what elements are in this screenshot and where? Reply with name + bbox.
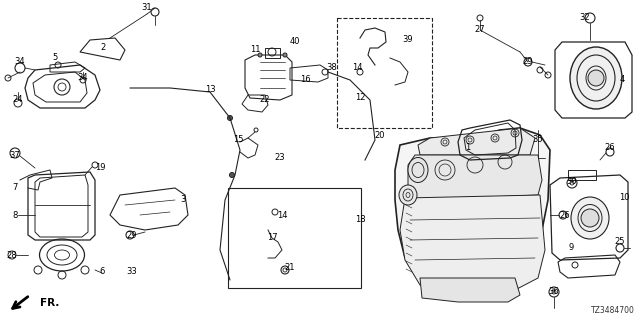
Ellipse shape — [408, 157, 428, 182]
Text: 34: 34 — [15, 58, 26, 67]
Text: 10: 10 — [619, 194, 629, 203]
Text: 16: 16 — [300, 76, 310, 84]
Text: 26: 26 — [605, 143, 615, 153]
Text: 33: 33 — [127, 268, 138, 276]
Text: 18: 18 — [355, 215, 365, 225]
Text: 14: 14 — [352, 63, 362, 73]
Text: 4: 4 — [620, 76, 625, 84]
Polygon shape — [408, 155, 542, 200]
Text: 36: 36 — [548, 287, 559, 297]
Text: 25: 25 — [615, 237, 625, 246]
Text: 39: 39 — [403, 36, 413, 44]
Text: 8: 8 — [12, 211, 18, 220]
Text: 37: 37 — [10, 150, 20, 159]
Text: 17: 17 — [267, 233, 277, 242]
Text: 35: 35 — [532, 135, 543, 145]
Text: 19: 19 — [95, 163, 105, 172]
Text: 31: 31 — [141, 4, 152, 12]
Bar — [228, 188, 361, 288]
Text: 1: 1 — [465, 143, 470, 153]
Ellipse shape — [399, 185, 417, 205]
Text: 40: 40 — [290, 37, 300, 46]
Text: 5: 5 — [52, 52, 58, 61]
Circle shape — [588, 70, 604, 86]
Text: FR.: FR. — [40, 298, 60, 308]
Text: 20: 20 — [375, 131, 385, 140]
Text: 26: 26 — [560, 211, 570, 220]
Circle shape — [283, 53, 287, 57]
Text: TZ3484700: TZ3484700 — [591, 306, 635, 315]
Polygon shape — [420, 278, 520, 302]
Text: 38: 38 — [326, 63, 337, 73]
Bar — [265, 48, 280, 58]
Polygon shape — [418, 128, 535, 155]
Text: 34: 34 — [77, 74, 88, 83]
Text: 29: 29 — [523, 58, 533, 67]
Text: 32: 32 — [580, 13, 590, 22]
Polygon shape — [400, 195, 545, 295]
Ellipse shape — [571, 197, 609, 239]
Text: 11: 11 — [250, 45, 260, 54]
Text: 13: 13 — [205, 85, 215, 94]
Circle shape — [258, 53, 262, 57]
Text: 22: 22 — [260, 95, 270, 105]
Text: 21: 21 — [285, 263, 295, 273]
Text: 6: 6 — [99, 268, 105, 276]
Bar — [568, 170, 596, 180]
Text: 29: 29 — [127, 230, 137, 239]
Circle shape — [581, 209, 599, 227]
Text: 3: 3 — [180, 196, 186, 204]
Text: 23: 23 — [275, 154, 285, 163]
Text: 30: 30 — [566, 178, 577, 187]
Text: 14: 14 — [276, 211, 287, 220]
Text: 12: 12 — [355, 93, 365, 102]
Text: 27: 27 — [475, 26, 485, 35]
Circle shape — [227, 116, 232, 121]
Ellipse shape — [570, 47, 622, 109]
Text: 7: 7 — [12, 183, 18, 193]
Text: 28: 28 — [6, 251, 17, 260]
Polygon shape — [395, 128, 550, 300]
Text: 15: 15 — [233, 135, 243, 145]
Bar — [337, 18, 432, 128]
Text: 9: 9 — [568, 244, 573, 252]
Text: 24: 24 — [13, 95, 23, 105]
Circle shape — [230, 172, 234, 178]
Text: 2: 2 — [100, 44, 106, 52]
